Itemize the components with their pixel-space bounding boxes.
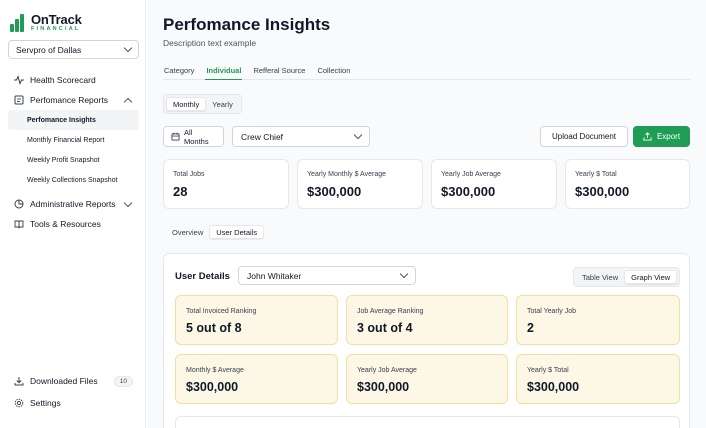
metric-card-yearly-total: Yearly $ Total $300,000: [516, 354, 680, 404]
tab-individual[interactable]: Individual: [205, 64, 243, 80]
chevron-down-icon: [353, 130, 363, 140]
summary-card-value: 28: [173, 184, 188, 199]
brand-name: OnTrack: [31, 12, 82, 27]
pulse-icon: [14, 75, 24, 85]
upload-document-button[interactable]: Upload Document: [540, 126, 628, 147]
sidebar-item-downloaded-files[interactable]: Downloaded Files 10: [8, 371, 139, 391]
export-icon: [643, 132, 652, 141]
gear-icon: [14, 398, 24, 408]
detail-subtabs: Overview User Details: [163, 222, 267, 242]
metric-card-value: 2: [527, 321, 534, 335]
summary-card-value: $300,000: [575, 184, 630, 199]
user-details-title: User Details: [175, 271, 230, 282]
sidebar-item-health-scorecard[interactable]: Health Scorecard: [8, 70, 139, 90]
page-description: Description text example: [163, 38, 257, 48]
tab-category[interactable]: Category: [164, 66, 195, 75]
metric-card-total-invoiced-ranking: Total Invoiced Ranking 5 out of 8: [175, 295, 338, 345]
sidebar-item-label: Downloaded Files: [30, 376, 98, 386]
table-view-button[interactable]: Table View: [582, 272, 619, 282]
sidebar: OnTrack FINANCIAL Servpro of Dallas Heal…: [0, 0, 146, 428]
summary-card-yearly-job-average: Yearly Job Average $300,000: [431, 159, 557, 209]
summary-card-yearly-monthly-average: Yearly Monthly $ Average $300,000: [297, 159, 423, 209]
chevron-down-icon: [399, 269, 409, 279]
pie-chart-icon: [14, 199, 24, 209]
metric-card-label: Job Average Ranking: [357, 308, 424, 315]
summary-card-value: $300,000: [441, 184, 496, 199]
sidebar-item-label: Administrative Reports: [30, 199, 116, 209]
user-select-value: John Whitaker: [247, 270, 302, 281]
sidebar-nav: Health Scorecard Perfomance Reports Perf…: [8, 70, 139, 234]
brand-logo[interactable]: OnTrack FINANCIAL: [10, 13, 82, 33]
sidebar-item-label: Tools & Resources: [30, 219, 101, 229]
summary-card-label: Yearly $ Total: [575, 171, 617, 178]
sidebar-bottom-nav: Downloaded Files 10 Settings: [8, 371, 139, 413]
metric-card-job-average-ranking: Job Average Ranking 3 out of 4: [346, 295, 508, 345]
metric-card-value: $300,000: [357, 380, 410, 394]
metric-card-label: Monthly $ Average: [186, 367, 244, 374]
organization-select[interactable]: Servpro of Dallas: [8, 40, 139, 59]
metric-card-label: Total Invoiced Ranking: [186, 308, 257, 315]
sidebar-subitem-monthly-financial-report[interactable]: Monthly Financial Report: [27, 136, 105, 144]
chevron-down-icon: [123, 43, 133, 53]
all-months-label: All Months: [184, 127, 209, 146]
all-months-button[interactable]: All Months: [163, 126, 224, 147]
user-select[interactable]: John Whitaker: [238, 266, 416, 285]
tab-referral-source[interactable]: Refferal Source: [253, 66, 306, 75]
chevron-up-icon: [123, 97, 133, 106]
sidebar-item-performance-reports[interactable]: Perfomance Reports: [8, 90, 139, 110]
calendar-icon: [171, 132, 180, 141]
downloads-count-badge: 10: [113, 375, 133, 387]
sidebar-subitem-weekly-collections-snapshot[interactable]: Weekly Collections Snapshot: [27, 176, 118, 184]
role-select[interactable]: Crew Chief: [232, 126, 370, 147]
metric-card-value: 5 out of 8: [186, 321, 242, 335]
metric-card-value: $300,000: [186, 380, 239, 394]
report-tabs: Category Individual Refferal Source Coll…: [163, 64, 690, 80]
sidebar-item-tools-resources[interactable]: Tools & Resources: [8, 214, 139, 234]
summary-card-label: Yearly Monthly $ Average: [307, 171, 386, 178]
summary-card-value: $300,000: [307, 184, 362, 199]
export-button[interactable]: Export: [633, 126, 690, 147]
metric-card-label: Yearly $ Total: [527, 367, 569, 374]
organization-select-value: Servpro of Dallas: [16, 44, 82, 55]
metric-card-value: $300,000: [527, 380, 580, 394]
main-content: Perfomance Insights Description text exa…: [147, 0, 706, 428]
role-select-value: Crew Chief: [241, 131, 284, 142]
summary-card-label: Total Jobs: [173, 171, 205, 178]
period-toggle: Monthly Yearly: [163, 94, 242, 114]
sidebar-item-administrative-reports[interactable]: Administrative Reports: [8, 194, 139, 214]
period-yearly-button[interactable]: Yearly: [212, 99, 233, 109]
metric-card-value: 3 out of 4: [357, 321, 413, 335]
metric-card-label: Total Yearly Job: [527, 308, 577, 315]
view-toggle: Table View Graph View: [573, 267, 681, 287]
summary-card-yearly-total: Yearly $ Total $300,000: [565, 159, 690, 209]
graph-container: [175, 416, 680, 428]
subtab-user-details[interactable]: User Details: [209, 225, 265, 239]
tab-collection[interactable]: Collection: [317, 66, 351, 75]
sidebar-item-label: Settings: [30, 398, 61, 408]
sidebar-item-settings[interactable]: Settings: [8, 393, 139, 413]
brand-sub: FINANCIAL: [31, 26, 81, 32]
graph-view-button[interactable]: Graph View: [624, 270, 678, 284]
sidebar-subitem-performance-insights[interactable]: Perfomance Insights: [8, 110, 139, 130]
sidebar-item-label: Perfomance Reports: [30, 95, 108, 105]
period-monthly-button[interactable]: Monthly: [166, 97, 207, 111]
summary-card-label: Yearly Job Average: [441, 171, 501, 178]
sidebar-subitem-weekly-profit-snapshot[interactable]: Weekly Profit Snapshot: [27, 156, 100, 164]
sidebar-item-label: Health Scorecard: [30, 75, 96, 85]
metric-card-yearly-job-average: Yearly Job Average $300,000: [346, 354, 508, 404]
download-icon: [14, 376, 24, 386]
export-label: Export: [656, 132, 681, 141]
metric-card-total-yearly-job: Total Yearly Job 2: [516, 295, 680, 345]
metric-card-monthly-average: Monthly $ Average $300,000: [175, 354, 338, 404]
report-icon: [14, 95, 24, 105]
logo-bars-icon: [10, 13, 27, 32]
page-title: Perfomance Insights: [163, 15, 331, 34]
summary-card-total-jobs: Total Jobs 28: [163, 159, 289, 209]
user-details-panel: User Details John Whitaker Table View Gr…: [163, 253, 690, 428]
metric-card-label: Yearly Job Average: [357, 367, 417, 374]
chevron-down-icon: [123, 198, 133, 207]
book-icon: [14, 219, 24, 229]
subtab-overview[interactable]: Overview: [172, 227, 204, 237]
